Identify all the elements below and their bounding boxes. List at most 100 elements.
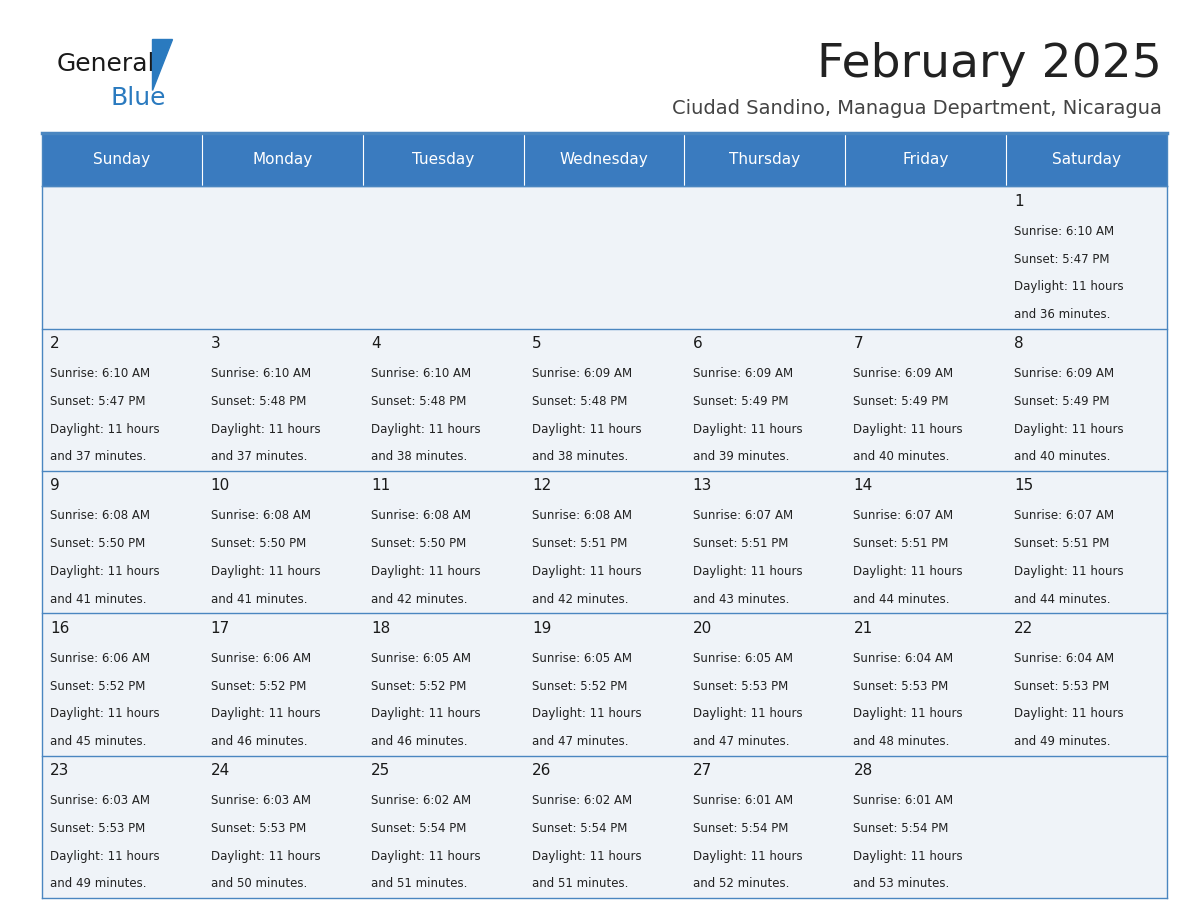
Text: and 38 minutes.: and 38 minutes. (372, 451, 468, 464)
Bar (364, 133, 524, 186)
Text: and 48 minutes.: and 48 minutes. (853, 735, 950, 748)
Text: 12: 12 (532, 478, 551, 493)
Text: and 40 minutes.: and 40 minutes. (853, 451, 950, 464)
Bar (845, 133, 1006, 186)
Text: Sunset: 5:50 PM: Sunset: 5:50 PM (50, 537, 145, 550)
Text: Sunrise: 6:04 AM: Sunrise: 6:04 AM (1015, 652, 1114, 665)
Text: Sunset: 5:50 PM: Sunset: 5:50 PM (372, 537, 467, 550)
Bar (684, 329, 845, 471)
Text: Daylight: 11 hours: Daylight: 11 hours (693, 707, 802, 721)
Bar (364, 613, 524, 756)
Text: 7: 7 (853, 336, 864, 351)
Text: Saturday: Saturday (1051, 152, 1120, 167)
Text: Sunset: 5:53 PM: Sunset: 5:53 PM (693, 679, 788, 692)
Text: Sunrise: 6:02 AM: Sunrise: 6:02 AM (372, 794, 472, 807)
Text: and 44 minutes.: and 44 minutes. (853, 593, 950, 606)
Text: Sunrise: 6:07 AM: Sunrise: 6:07 AM (693, 509, 792, 522)
Text: Sunset: 5:54 PM: Sunset: 5:54 PM (693, 822, 788, 834)
Text: and 49 minutes.: and 49 minutes. (50, 878, 146, 890)
Text: Daylight: 11 hours: Daylight: 11 hours (853, 565, 963, 578)
Text: 23: 23 (50, 763, 69, 778)
Bar (202, 613, 364, 756)
Text: and 46 minutes.: and 46 minutes. (210, 735, 308, 748)
Text: Sunset: 5:53 PM: Sunset: 5:53 PM (1015, 679, 1110, 692)
Bar (202, 471, 364, 613)
Text: Sunset: 5:47 PM: Sunset: 5:47 PM (50, 395, 145, 408)
Text: 18: 18 (372, 621, 391, 635)
Text: Sunrise: 6:08 AM: Sunrise: 6:08 AM (50, 509, 150, 522)
Text: Daylight: 11 hours: Daylight: 11 hours (50, 565, 159, 578)
Text: 5: 5 (532, 336, 542, 351)
Text: Daylight: 11 hours: Daylight: 11 hours (532, 707, 642, 721)
Text: Sunrise: 6:09 AM: Sunrise: 6:09 AM (693, 367, 792, 380)
Text: and 47 minutes.: and 47 minutes. (532, 735, 628, 748)
Text: 1: 1 (1015, 194, 1024, 208)
Text: 13: 13 (693, 478, 712, 493)
Text: Daylight: 11 hours: Daylight: 11 hours (693, 422, 802, 436)
Text: Daylight: 11 hours: Daylight: 11 hours (210, 422, 321, 436)
Text: 19: 19 (532, 621, 551, 635)
Text: Daylight: 11 hours: Daylight: 11 hours (372, 849, 481, 863)
Text: Sunrise: 6:06 AM: Sunrise: 6:06 AM (50, 652, 150, 665)
Text: 6: 6 (693, 336, 702, 351)
Bar (684, 613, 845, 756)
Text: and 47 minutes.: and 47 minutes. (693, 735, 789, 748)
Text: Daylight: 11 hours: Daylight: 11 hours (532, 849, 642, 863)
Text: Daylight: 11 hours: Daylight: 11 hours (50, 422, 159, 436)
Text: 15: 15 (1015, 478, 1034, 493)
Text: 20: 20 (693, 621, 712, 635)
Text: Sunset: 5:49 PM: Sunset: 5:49 PM (693, 395, 789, 408)
Bar (524, 613, 684, 756)
Bar (1006, 471, 1167, 613)
Bar (42, 756, 202, 898)
Text: and 42 minutes.: and 42 minutes. (372, 593, 468, 606)
Text: Sunrise: 6:01 AM: Sunrise: 6:01 AM (853, 794, 954, 807)
Bar (42, 133, 202, 186)
Bar (845, 329, 1006, 471)
Bar (364, 329, 524, 471)
Text: Friday: Friday (903, 152, 949, 167)
Text: Sunrise: 6:02 AM: Sunrise: 6:02 AM (532, 794, 632, 807)
Text: Daylight: 11 hours: Daylight: 11 hours (372, 565, 481, 578)
Text: Sunrise: 6:09 AM: Sunrise: 6:09 AM (853, 367, 954, 380)
Text: Daylight: 11 hours: Daylight: 11 hours (50, 849, 159, 863)
Text: Sunset: 5:51 PM: Sunset: 5:51 PM (693, 537, 788, 550)
Text: and 37 minutes.: and 37 minutes. (210, 451, 307, 464)
Text: Sunrise: 6:08 AM: Sunrise: 6:08 AM (532, 509, 632, 522)
Bar (1006, 186, 1167, 329)
Text: Sunrise: 6:08 AM: Sunrise: 6:08 AM (372, 509, 472, 522)
Text: Sunset: 5:49 PM: Sunset: 5:49 PM (853, 395, 949, 408)
Bar (845, 471, 1006, 613)
Bar (845, 756, 1006, 898)
Text: 9: 9 (50, 478, 59, 493)
Text: 16: 16 (50, 621, 69, 635)
Text: and 41 minutes.: and 41 minutes. (50, 593, 146, 606)
Text: Sunrise: 6:07 AM: Sunrise: 6:07 AM (1015, 509, 1114, 522)
Text: Sunrise: 6:07 AM: Sunrise: 6:07 AM (853, 509, 954, 522)
Text: and 43 minutes.: and 43 minutes. (693, 593, 789, 606)
Bar (42, 613, 202, 756)
Text: Sunset: 5:48 PM: Sunset: 5:48 PM (210, 395, 307, 408)
Text: and 53 minutes.: and 53 minutes. (853, 878, 949, 890)
Bar (684, 471, 845, 613)
Text: and 39 minutes.: and 39 minutes. (693, 451, 789, 464)
Text: Daylight: 11 hours: Daylight: 11 hours (532, 422, 642, 436)
Text: Sunrise: 6:05 AM: Sunrise: 6:05 AM (693, 652, 792, 665)
Text: and 51 minutes.: and 51 minutes. (372, 878, 468, 890)
Bar (364, 471, 524, 613)
Text: Sunset: 5:52 PM: Sunset: 5:52 PM (50, 679, 145, 692)
Text: and 50 minutes.: and 50 minutes. (210, 878, 307, 890)
Text: Sunrise: 6:10 AM: Sunrise: 6:10 AM (50, 367, 150, 380)
Text: Blue: Blue (110, 86, 166, 110)
Text: Sunset: 5:52 PM: Sunset: 5:52 PM (372, 679, 467, 692)
Text: Daylight: 11 hours: Daylight: 11 hours (372, 707, 481, 721)
Text: General: General (57, 52, 156, 76)
Text: Sunrise: 6:08 AM: Sunrise: 6:08 AM (210, 509, 310, 522)
Bar (684, 756, 845, 898)
Bar (684, 186, 845, 329)
Text: Sunset: 5:47 PM: Sunset: 5:47 PM (1015, 252, 1110, 265)
Text: Sunset: 5:49 PM: Sunset: 5:49 PM (1015, 395, 1110, 408)
Bar (1006, 329, 1167, 471)
Text: and 36 minutes.: and 36 minutes. (1015, 308, 1111, 321)
Text: 8: 8 (1015, 336, 1024, 351)
